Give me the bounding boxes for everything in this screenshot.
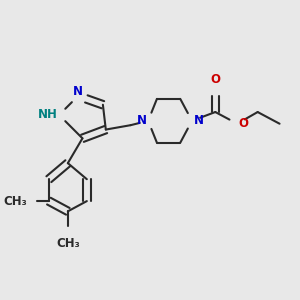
Text: CH₃: CH₃ <box>56 237 80 250</box>
Text: NH: NH <box>38 109 58 122</box>
Text: N: N <box>73 85 83 98</box>
Text: CH₃: CH₃ <box>3 195 27 208</box>
Text: N: N <box>194 114 203 127</box>
Text: N: N <box>137 114 147 127</box>
Text: O: O <box>210 73 220 86</box>
Text: O: O <box>239 117 249 130</box>
